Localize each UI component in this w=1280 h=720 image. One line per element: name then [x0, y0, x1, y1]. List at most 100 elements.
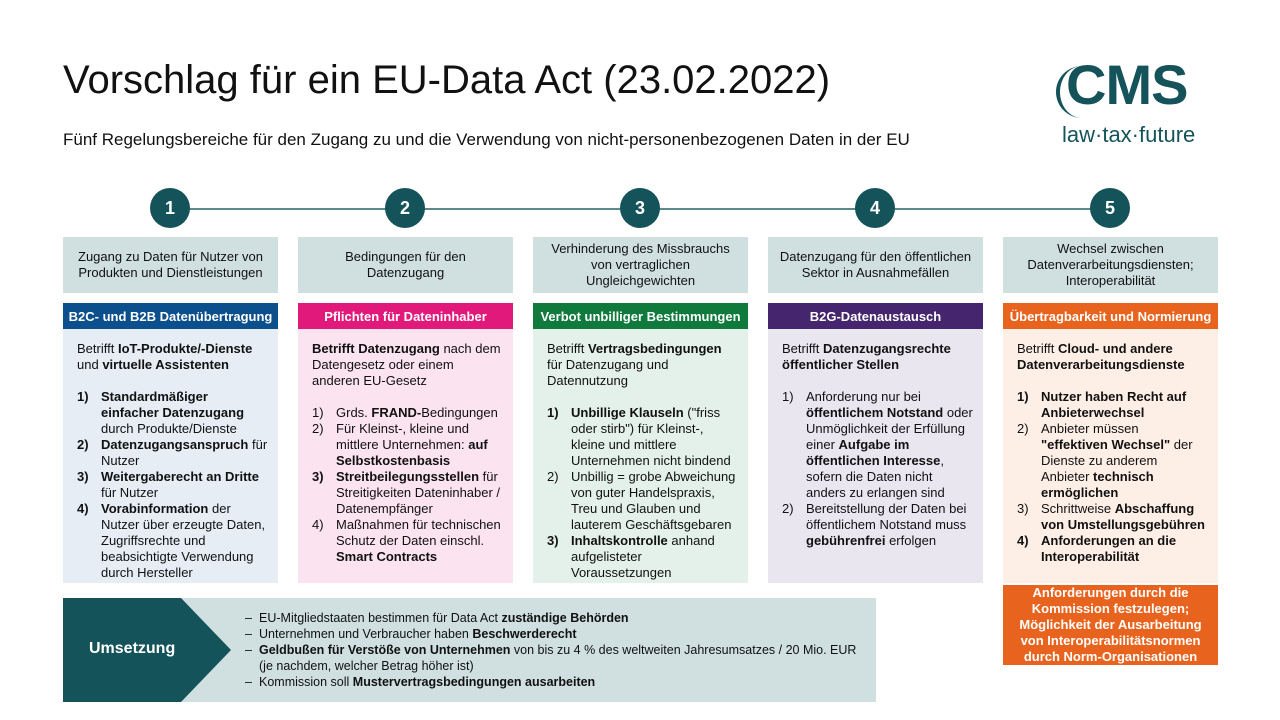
dash-icon: – [245, 643, 252, 657]
area-topic: Verhinderung des Missbrauchs von vertrag… [533, 237, 748, 293]
item-number: 3) [77, 469, 89, 484]
item-text: Streitbeilegungsstellen für Streitigkeit… [336, 469, 503, 517]
item-number: 2) [312, 421, 324, 436]
area-body: Betrifft Vertragsbedingungen für Datenzu… [533, 329, 748, 583]
text-segment: durch Produkte/Dienste [101, 421, 237, 436]
item-number: 4) [1017, 533, 1029, 548]
item-number: 4) [77, 501, 89, 516]
area-column: Wechsel zwischen Datenverarbeitungsdiens… [1003, 237, 1218, 665]
implementation-bullet: – Geldbußen für Verstöße von Unternehmen … [245, 642, 865, 674]
text-segment: Anforderungen an die Interoperabilität [1041, 533, 1177, 564]
text-segment: EU-Mitgliedstaaten bestimmen für Data Ac… [259, 611, 502, 625]
text-segment: Bereitstellung der Daten bei öffentliche… [806, 501, 967, 532]
cms-logo: CMS law·tax·future [1056, 53, 1228, 148]
text-segment: virtuelle Assistenten [102, 357, 229, 372]
text-segment: Smart Contracts [336, 549, 438, 564]
area-header: Übertragbarkeit und Normierung [1003, 303, 1218, 329]
text-segment: Abschaffung von Umstellungsgebühren [1041, 501, 1205, 532]
area-column: Bedingungen für den Datenzugang Pflichte… [298, 237, 513, 583]
area-topic: Zugang zu Daten für Nutzer von Produkten… [63, 237, 278, 293]
item-text: Bereitstellung der Daten bei öffentliche… [806, 501, 973, 549]
list-item: 4) Vorabinformation der Nutzer über erzeu… [77, 501, 268, 581]
text-segment: Mustervertragsbedingungen ausarbeiten [352, 675, 596, 689]
text-segment: öffentlichem Notstand [806, 405, 944, 420]
item-text: Inhaltskontrolle anhand aufgelisteter Vo… [571, 533, 738, 581]
text-segment: für Streitigkeiten Dateninhaber / Datene… [336, 469, 501, 516]
item-text: Standardmäßiger einfacher Datenzugang du… [101, 389, 268, 437]
bullet-text: Unternehmen und Verbraucher haben Beschw… [259, 626, 577, 642]
implementation-bullet: – Kommission soll Mustervertragsbedingung… [245, 674, 865, 690]
text-segment: Anbieter müssen [1041, 421, 1139, 436]
item-text: Nutzer haben Recht auf Anbieterwechsel [1041, 389, 1208, 421]
implementation-box: Umsetzung – EU-Mitgliedstaaten bestimmen … [63, 598, 876, 702]
item-number: 3) [1017, 501, 1029, 516]
text-segment: von bis zu 4 % des weltweiten Jahresumsa… [259, 643, 857, 673]
text-segment: Betrifft [782, 341, 823, 356]
item-text: Vorabinformation der Nutzer über erzeugt… [101, 501, 268, 581]
logo-tagline: law·tax·future [1062, 122, 1196, 147]
item-number: 3) [312, 469, 324, 484]
area-intro: Betrifft IoT-Produkte/-Dienste und virtu… [77, 341, 268, 373]
text-segment: Grds. [336, 405, 372, 420]
text-segment: der Dienste zu anderem Anbieter [1041, 437, 1193, 484]
item-text: Schrittweise Abschaffung von Umstellungs… [1041, 501, 1208, 533]
area-header: B2G-Datenaustausch [768, 303, 983, 329]
list-item: 1) Anforderung nur bei öffentlichem Notst… [782, 389, 973, 501]
text-segment: oder Unmöglichkeit der Erfüllung einer [806, 405, 973, 452]
item-text: Anbieter müssen "effektiven Wechsel" der… [1041, 421, 1208, 501]
item-text: Unbillige Klauseln ("friss oder stirb") … [571, 405, 738, 469]
item-text: Unbillig = grobe Abweichung von guter Ha… [571, 469, 738, 533]
area-topic: Bedingungen für den Datenzugang [298, 237, 513, 293]
area-body: Betrifft IoT-Produkte/-Dienste und virtu… [63, 329, 278, 583]
list-item: 4) Anforderungen an die Interoperabilität [1017, 533, 1208, 565]
area-intro: Betrifft Datenzugangsrechte öffentlicher… [782, 341, 973, 373]
text-segment: Vorabinformation [101, 501, 209, 516]
area-intro: Betrifft Vertragsbedingungen für Datenzu… [547, 341, 738, 389]
text-segment: "effektiven Wechsel" [1041, 437, 1171, 452]
text-segment: der Nutzer über erzeugte Daten, Zugriffs… [101, 501, 266, 580]
text-segment: Weitergaberecht an Dritte [101, 469, 259, 484]
item-number: 1) [782, 389, 794, 404]
text-segment: Anforderung nur bei [806, 389, 921, 404]
text-segment: Unbillige Klauseln [571, 405, 684, 420]
implementation-list: – EU-Mitgliedstaaten bestimmen für Data A… [245, 610, 865, 690]
text-segment: Betrifft [547, 341, 588, 356]
list-item: 1) Standardmäßiger einfacher Datenzugang … [77, 389, 268, 437]
text-segment: Bedingungen [421, 405, 498, 420]
item-number: 2) [782, 501, 794, 516]
step-number-1: 1 [150, 188, 190, 228]
area-column: Verhinderung des Missbrauchs von vertrag… [533, 237, 748, 583]
item-number: 4) [312, 517, 324, 532]
text-segment: Vertragsbedingungen [587, 341, 722, 356]
area-body: Betrifft Cloud- und andere Datenverarbei… [1003, 329, 1218, 583]
text-segment: Schrittweise [1041, 501, 1115, 516]
list-item: 3) Inhaltskontrolle anhand aufgelisteter … [547, 533, 738, 581]
text-segment: Für Kleinst-, kleine und mittlere Untern… [336, 421, 469, 452]
area-intro: Betrifft Datenzugang nach dem Datengeset… [312, 341, 503, 389]
text-segment: Betrifft [1017, 341, 1058, 356]
area-intro: Betrifft Cloud- und andere Datenverarbei… [1017, 341, 1208, 373]
text-segment: Maßnahmen für technischen Schutz der Dat… [336, 517, 501, 548]
text-segment: für Nutzer [101, 437, 268, 468]
step-number-5: 5 [1090, 188, 1130, 228]
area-body: Betrifft Datenzugangsrechte öffentlicher… [768, 329, 983, 583]
list-item: 3) Schrittweise Abschaffung von Umstellun… [1017, 501, 1208, 533]
item-number: 2) [1017, 421, 1029, 436]
area-note: Anforderungen durch die Kommission festz… [1003, 585, 1218, 665]
item-number: 2) [77, 437, 89, 452]
item-text: Maßnahmen für technischen Schutz der Dat… [336, 517, 503, 565]
text-segment: und [77, 357, 103, 372]
implementation-bullet: – Unternehmen und Verbraucher haben Besch… [245, 626, 865, 642]
list-item: 2) Für Kleinst-, kleine und mittlere Unte… [312, 421, 503, 469]
step-number-2: 2 [385, 188, 425, 228]
item-text: Datenzugangsanspruch für Nutzer [101, 437, 268, 469]
item-number: 1) [1017, 389, 1029, 404]
dash-icon: – [245, 627, 252, 641]
text-segment: nach dem Datengesetz oder einem anderen … [312, 341, 501, 388]
list-item: 1) Nutzer haben Recht auf Anbieterwechsel [1017, 389, 1208, 421]
text-segment: Beschwerderecht [472, 627, 577, 641]
list-item: 2) Datenzugangsanspruch für Nutzer [77, 437, 268, 469]
bullet-text: Geldbußen für Verstöße von Unternehmen v… [259, 642, 865, 674]
text-segment: Streitbeilegungsstellen [336, 469, 480, 484]
item-text: Weitergaberecht an Dritte für Nutzer [101, 469, 268, 501]
